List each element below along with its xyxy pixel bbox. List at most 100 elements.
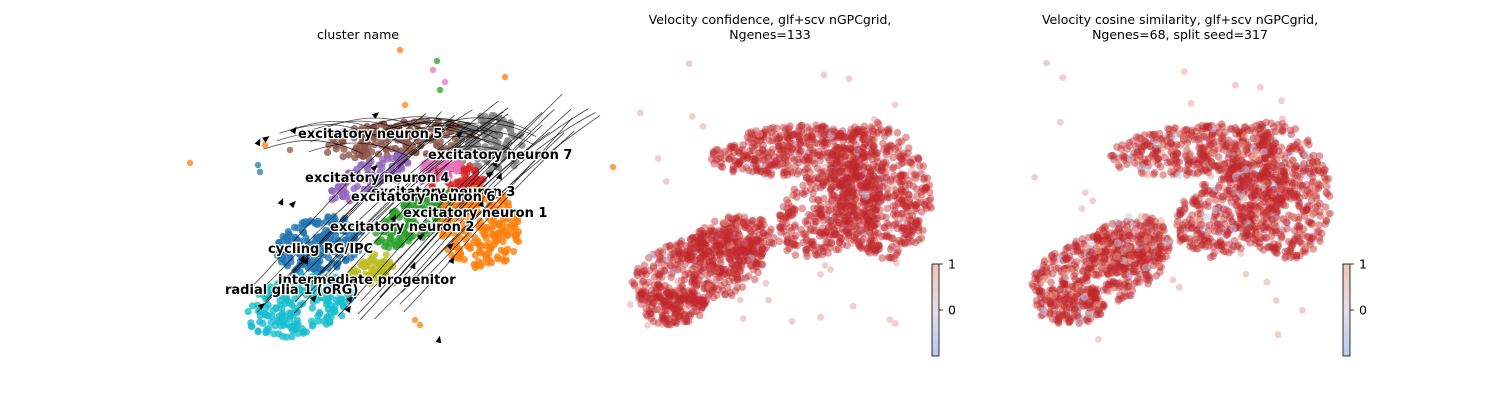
value-point [658,248,667,257]
value-point [637,290,646,299]
value-point [713,235,721,244]
value-point [740,247,749,256]
streamline [256,134,436,313]
value-point [678,286,686,294]
cluster-point [273,280,281,288]
value-point [734,261,743,270]
streamline [264,109,473,287]
streamline [253,113,427,285]
value-point [1264,130,1272,138]
value-point [741,239,749,247]
value-point [666,261,675,270]
cluster-point [344,169,352,177]
cluster-point [464,177,472,185]
cluster-point [490,217,498,225]
value-point [709,261,717,270]
value-point [735,248,743,257]
value-point [677,302,685,311]
cluster-point [340,279,348,287]
streamline [305,111,504,289]
value-point [889,202,897,210]
value-point [892,251,900,259]
value-point [661,297,669,306]
value-point [803,216,812,225]
streamline [334,113,509,287]
value-point [733,273,742,282]
value-point [749,237,757,246]
value-point [635,292,643,300]
value-point [654,270,662,278]
cluster-point [357,228,365,236]
value-point [694,237,703,246]
value-point [749,235,758,244]
streamline-arrow [344,305,352,313]
value-point [1143,276,1151,284]
streamline [327,117,429,133]
value-point [690,239,698,248]
value-point [660,300,668,309]
value-point [1039,275,1047,284]
value-point [689,234,697,242]
value-point [1163,238,1172,246]
cluster-point [495,132,503,140]
value-point [656,283,664,291]
cluster-point [299,329,307,337]
streamline-arrow [390,214,397,223]
value-point [698,296,706,304]
value-point [674,257,682,265]
value-point [701,253,710,262]
value-point [701,250,709,259]
value-point [738,245,747,253]
cluster-point [461,171,469,179]
value-point [680,275,689,284]
value-point [696,259,704,267]
cluster-point [308,304,316,312]
cluster-point [486,189,494,197]
value-point [739,219,748,227]
cluster-point [326,293,334,301]
value-point [871,115,878,123]
value-point [1305,159,1314,168]
value-point [706,264,714,271]
value-point [656,290,665,299]
value-point [703,271,712,280]
cluster-point [406,204,415,212]
value-point [728,273,737,282]
cluster-point [396,241,405,249]
value-point [718,272,726,280]
value-point [915,235,923,244]
streamline [270,111,442,294]
cluster-point [419,205,427,213]
value-point [893,195,902,203]
cluster-point [454,178,462,186]
outlier-point [256,168,264,176]
value-point [658,321,666,328]
value-point [889,163,898,172]
cluster-point [322,287,330,296]
value-point [1146,142,1154,151]
value-point [675,252,684,261]
cluster-point [357,161,365,169]
value-point [869,244,878,253]
cluster-point [477,112,485,120]
value-point [1149,261,1158,270]
value-point [881,168,890,177]
streamline [357,124,543,315]
value-point [758,245,766,254]
value-point [711,227,719,236]
cluster-point [311,219,319,227]
cluster-point [328,187,336,195]
outlier-point [254,161,262,169]
streamline [381,122,482,137]
value-point [779,123,788,132]
value-point [736,267,745,275]
value-point [677,240,685,248]
cluster-point [271,322,279,330]
cluster-point [430,198,438,207]
value-point [845,161,853,170]
value-point [862,135,870,143]
cluster-point [297,271,305,279]
cluster-point [248,322,256,331]
value-point [670,304,678,312]
value-point [836,202,845,211]
